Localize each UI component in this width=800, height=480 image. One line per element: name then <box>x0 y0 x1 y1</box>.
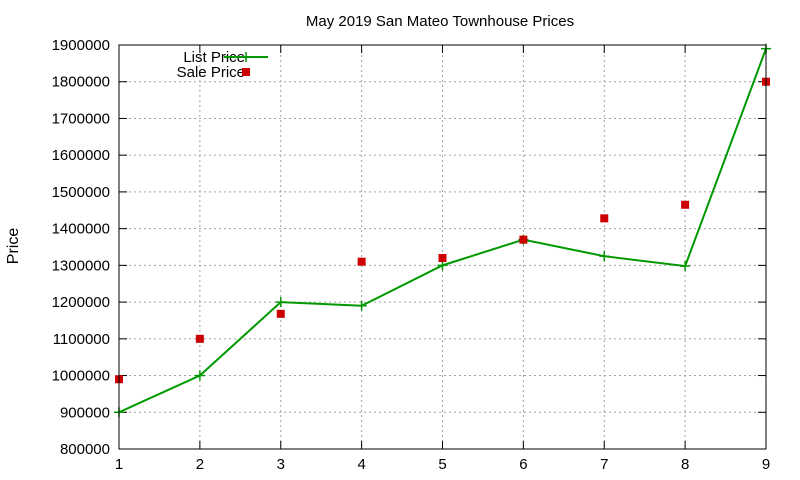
list-price-point <box>680 261 691 272</box>
y-tick-label: 1900000 <box>52 37 110 54</box>
y-tick-label: 1300000 <box>52 257 110 274</box>
sale-price-point <box>519 235 528 244</box>
sale-price-point <box>681 200 690 209</box>
plot-frame <box>118 44 767 450</box>
list-price-point <box>437 260 448 271</box>
grid-lines <box>119 45 766 449</box>
y-tick-label: 1500000 <box>52 184 110 201</box>
x-tick-label: 3 <box>277 456 285 473</box>
x-tick-label: 5 <box>438 456 446 473</box>
sale-price-point <box>276 309 285 318</box>
x-tick-label: 7 <box>600 456 608 473</box>
sale-price-point <box>438 254 447 263</box>
list-price-point <box>356 300 367 311</box>
y-tick-label: 1000000 <box>52 368 110 385</box>
legend-label-sale-price: Sale Price <box>177 64 245 81</box>
y-tick-label: 900000 <box>60 404 110 421</box>
y-tick-label: 1600000 <box>52 147 110 164</box>
list-price-point <box>275 297 286 308</box>
sale-price-point <box>600 214 609 223</box>
y-tick-label: 1700000 <box>52 110 110 127</box>
y-tick-label: 1200000 <box>52 294 110 311</box>
x-tick-label: 9 <box>762 456 770 473</box>
y-tick-label: 1800000 <box>52 74 110 91</box>
x-tick-label: 4 <box>357 456 365 473</box>
list-price-point <box>599 251 610 262</box>
y-tick-label: 1100000 <box>53 331 110 348</box>
list-price-point <box>194 370 205 381</box>
sale-price-point <box>357 257 366 266</box>
x-tick-label: 1 <box>115 456 123 473</box>
x-tick-label: 2 <box>196 456 204 473</box>
y-tick-label: 800000 <box>60 441 110 458</box>
x-tick-label: 6 <box>519 456 527 473</box>
chart-title: May 2019 San Mateo Townhouse Prices <box>306 13 574 30</box>
x-tick-label: 8 <box>681 456 689 473</box>
legend-marker-list-price <box>241 52 251 62</box>
y-axis-label: Price <box>5 228 22 265</box>
y-tick-label: 1400000 <box>52 221 110 238</box>
sale-price-point <box>195 334 204 343</box>
legend-marker-sale-price <box>242 68 250 76</box>
axis-ticks: 800000 900000 1000000 1100000 1200000 1300000… <box>52 37 771 473</box>
legend-label-list-price: List Price <box>183 49 245 66</box>
